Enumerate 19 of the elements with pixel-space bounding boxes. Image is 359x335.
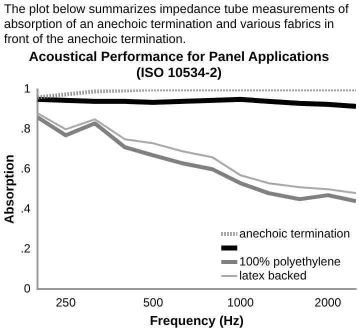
y-tick-label: .6	[20, 162, 31, 176]
y-tick-label: .2	[20, 241, 31, 256]
y-tick-label: 0	[24, 281, 31, 296]
x-axis-title: Frequency (Hz)	[150, 312, 244, 328]
y-tick-label: 1	[24, 82, 31, 96]
y-tick-label: .4	[20, 201, 31, 216]
x-tick-label: 2000	[314, 296, 342, 310]
x-tick-label: 250	[56, 296, 76, 310]
y-tick-label: .8	[20, 122, 31, 136]
x-tick-label: 1000	[227, 296, 254, 310]
line-series	[38, 89, 356, 100]
x-tick-label: 500	[143, 296, 164, 310]
legend-label: anechoic termination	[239, 226, 350, 240]
y-axis-title: Absorption	[1, 154, 16, 224]
legend-label: 100% polyethylene	[239, 254, 342, 268]
chart-subtitle: (ISO 10534-2)	[136, 65, 222, 80]
legend-label: latex backed	[239, 268, 307, 282]
text: The plot below summarizes impedance tube measurements of absorption of an anechoic termination and various fabrics in front of the anechoic termination.	[4, 2, 350, 47]
chart-title: Acoustical Performance for Panel Applications	[28, 48, 330, 64]
